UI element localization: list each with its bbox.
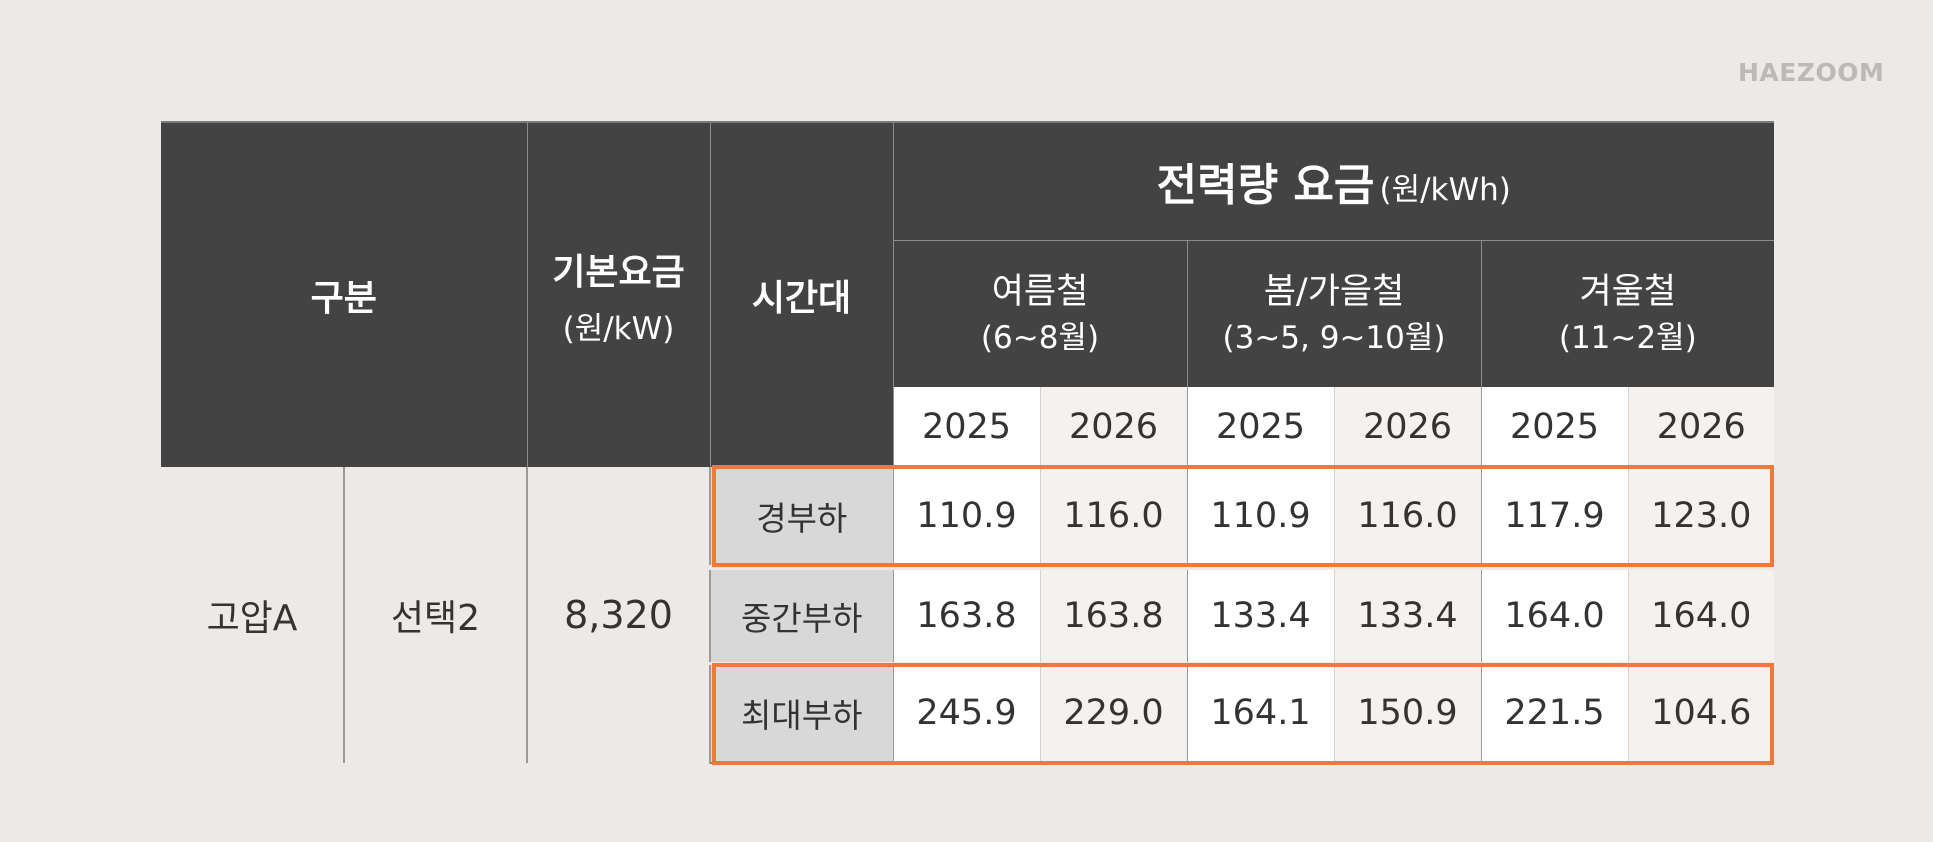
base-fee-cell: 8,320: [527, 467, 711, 763]
year-header: 2025: [1187, 387, 1335, 467]
year-header: 2026: [1334, 387, 1482, 467]
rate-cell: 163.8: [1040, 567, 1188, 665]
rate-cell: 245.9: [893, 663, 1041, 764]
rate-cell: 116.0: [1334, 467, 1482, 570]
header-time-band: 시간대: [710, 122, 894, 467]
table-row: 중간부하 163.8 163.8 133.4 133.4 164.0 164.0: [161, 567, 1775, 665]
rate-cell: 164.0: [1481, 567, 1629, 665]
season-spring-fall-period: (3~5, 9~10월): [1222, 319, 1446, 356]
year-header: 2025: [893, 387, 1041, 467]
table-row: 고압A 선택2 8,320 경부하 110.9 116.0 110.9 116.…: [161, 467, 1775, 763]
year-header: 2026: [1040, 387, 1188, 467]
season-summer-name: 여름철: [991, 271, 1089, 312]
header-energy-fee: 전력량 요금 (원/kWh): [893, 122, 1775, 241]
header-category: 구분: [161, 122, 528, 467]
rate-cell: 133.4: [1187, 567, 1335, 665]
rate-cell: 229.0: [1040, 663, 1188, 764]
option-cell: 선택2: [344, 467, 528, 763]
voltage-cell: 고압A: [161, 467, 345, 763]
time-band-cell: 경부하: [710, 467, 894, 570]
rate-cell: 116.0: [1040, 467, 1188, 570]
rate-cell: 221.5: [1481, 663, 1629, 764]
season-spring-fall-name: 봄/가을철: [1263, 271, 1405, 312]
time-band-cell: 최대부하: [710, 663, 894, 764]
rate-cell: 133.4: [1334, 567, 1482, 665]
header-category-label: 구분: [310, 278, 377, 319]
year-header: 2025: [1481, 387, 1629, 467]
electricity-rate-table: 구분 기본요금 (원/kW) 시간대 전력량 요금 (원/kWh) 여름철 (6…: [161, 121, 1775, 764]
header-base-fee-unit: (원/kW): [562, 310, 675, 347]
header-base-fee: 기본요금 (원/kW): [527, 122, 711, 467]
header-energy-fee-unit: (원/kWh): [1379, 172, 1511, 209]
season-spring-fall: 봄/가을철 (3~5, 9~10월): [1187, 240, 1482, 387]
rate-cell: 123.0: [1628, 467, 1775, 570]
rate-cell: 104.6: [1628, 663, 1775, 764]
header-base-fee-label: 기본요금: [552, 251, 685, 293]
time-band-cell: 중간부하: [710, 567, 894, 665]
header-energy-fee-title: 전력량 요금: [1156, 160, 1375, 212]
brand-logo: HAEZOOM: [1738, 58, 1885, 87]
rate-cell: 117.9: [1481, 467, 1629, 570]
header-time-band-label: 시간대: [751, 278, 852, 319]
rate-cell: 164.1: [1187, 663, 1335, 764]
rate-cell: 163.8: [893, 567, 1041, 665]
rate-cell: 110.9: [1187, 467, 1335, 570]
season-summer-period: (6~8월): [980, 319, 1100, 356]
year-header: 2026: [1628, 387, 1775, 467]
season-winter-name: 겨울철: [1579, 271, 1677, 312]
rate-cell: 164.0: [1628, 567, 1775, 665]
season-winter-period: (11~2월): [1558, 319, 1697, 356]
season-winter: 겨울철 (11~2월): [1481, 240, 1775, 387]
season-summer: 여름철 (6~8월): [893, 240, 1188, 387]
rate-cell: 110.9: [893, 467, 1041, 570]
rate-cell: 150.9: [1334, 663, 1482, 764]
